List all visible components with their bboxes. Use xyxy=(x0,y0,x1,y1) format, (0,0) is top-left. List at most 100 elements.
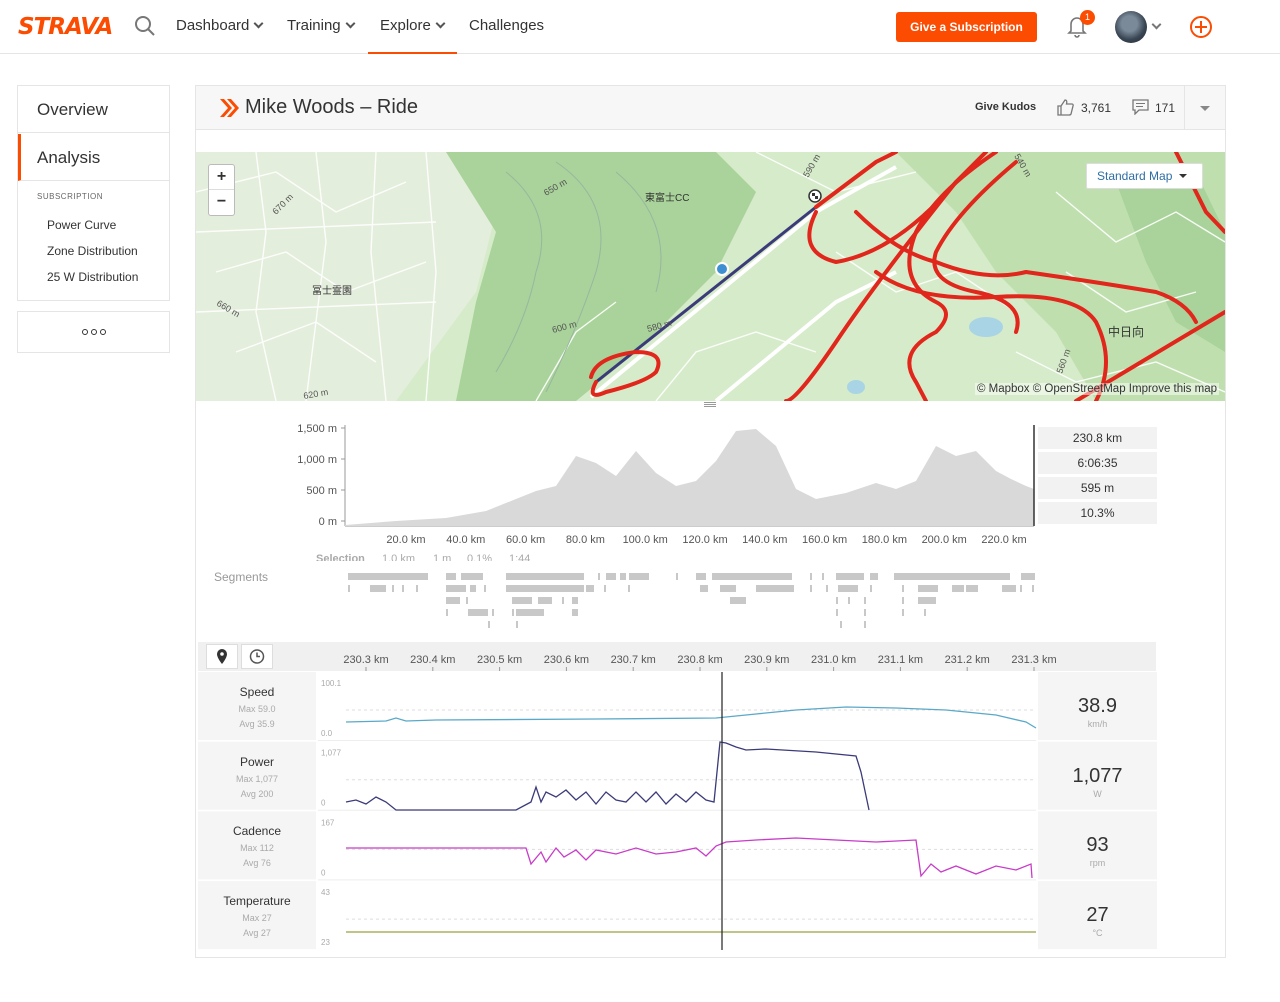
segment-bar[interactable] xyxy=(416,585,418,592)
segment-bar[interactable] xyxy=(810,573,812,580)
segment-bar[interactable] xyxy=(728,585,736,592)
segment-bar[interactable] xyxy=(572,597,578,604)
link-power-curve[interactable]: Power Curve xyxy=(47,218,117,232)
segment-bar[interactable] xyxy=(700,585,708,592)
segment-bar[interactable] xyxy=(924,609,926,616)
segment-bar[interactable] xyxy=(966,585,978,592)
avatar[interactable] xyxy=(1115,11,1147,43)
segment-bar[interactable] xyxy=(484,585,486,592)
segment-bar[interactable] xyxy=(446,573,456,580)
segment-bar[interactable] xyxy=(902,597,904,604)
segment-bar[interactable] xyxy=(562,597,564,604)
segment-bar[interactable] xyxy=(836,573,864,580)
segment-bar[interactable] xyxy=(604,585,606,592)
segment-bar[interactable] xyxy=(492,609,494,616)
segment-bar[interactable] xyxy=(712,573,792,580)
segment-bar[interactable] xyxy=(864,597,866,604)
segment-bar[interactable] xyxy=(730,597,746,604)
segment-bar[interactable] xyxy=(826,585,828,592)
segment-bar[interactable] xyxy=(370,585,386,592)
segment-bar[interactable] xyxy=(696,573,706,580)
segment-bar[interactable] xyxy=(606,573,616,580)
segment-bar[interactable] xyxy=(512,597,532,604)
segment-bar[interactable] xyxy=(838,585,858,592)
segment-bar[interactable] xyxy=(902,585,904,592)
segment-bar[interactable] xyxy=(348,573,428,580)
give-kudos-button[interactable]: Give Kudos xyxy=(975,101,1037,113)
segment-bar[interactable] xyxy=(902,609,904,616)
bell-icon[interactable] xyxy=(1066,14,1088,38)
segment-bar[interactable] xyxy=(392,585,394,592)
segment-bar[interactable] xyxy=(446,597,460,604)
more-options-button[interactable] xyxy=(17,311,170,353)
segment-bar[interactable] xyxy=(848,597,850,604)
segment-bar[interactable] xyxy=(1032,585,1034,592)
segment-bar[interactable] xyxy=(516,621,518,628)
distance-mode-button[interactable] xyxy=(206,644,238,669)
time-mode-button[interactable] xyxy=(241,644,273,669)
segment-bar[interactable] xyxy=(506,585,584,592)
elevation-chart[interactable]: 1,500 m 1,000 m 500 m 0 m 20.0 km 40.0 km 60.… xyxy=(196,411,1225,561)
segment-bar[interactable] xyxy=(620,573,626,580)
segment-bar[interactable] xyxy=(468,609,488,616)
search-icon[interactable] xyxy=(134,15,156,37)
segment-bar[interactable] xyxy=(402,585,404,592)
segment-bar[interactable] xyxy=(870,585,872,592)
segment-bar[interactable] xyxy=(488,621,490,628)
segment-bar[interactable] xyxy=(864,609,866,616)
segment-bar[interactable] xyxy=(538,597,552,604)
segment-bar[interactable] xyxy=(1002,585,1016,592)
segment-bar[interactable] xyxy=(470,585,476,592)
segment-bar[interactable] xyxy=(952,585,964,592)
segment-bar[interactable] xyxy=(720,585,728,592)
segment-bar[interactable] xyxy=(918,597,936,604)
segment-bar[interactable] xyxy=(446,609,448,616)
strava-logo[interactable]: STRAVA xyxy=(18,14,113,40)
link-25w-distribution[interactable]: 25 W Distribution xyxy=(47,270,139,284)
segment-bar[interactable] xyxy=(756,585,794,592)
segment-bar[interactable] xyxy=(840,621,842,628)
segment-bar[interactable] xyxy=(870,573,878,580)
segment-bar[interactable] xyxy=(598,573,600,580)
segment-bar[interactable] xyxy=(348,585,350,592)
analysis-charts[interactable]: 230.3 km 230.4 km 230.5 km 230.6 km 230.7 km… xyxy=(196,642,1225,952)
tab-overview[interactable]: Overview xyxy=(18,86,169,133)
segment-bar[interactable] xyxy=(1021,573,1035,580)
zoom-out-button[interactable]: − xyxy=(216,193,227,210)
add-activity-icon[interactable] xyxy=(1190,16,1212,38)
segment-bar[interactable] xyxy=(516,609,544,616)
segment-bar[interactable] xyxy=(512,609,514,616)
chevron-down-icon[interactable] xyxy=(1151,19,1162,30)
segment-bar[interactable] xyxy=(836,597,838,604)
segment-bar[interactable] xyxy=(586,585,594,592)
map-resize-handle[interactable] xyxy=(704,402,716,407)
segment-bar[interactable] xyxy=(461,573,483,580)
tab-analysis[interactable]: Analysis xyxy=(18,134,169,181)
map-attribution[interactable]: © Mapbox © OpenStreetMap Improve this ma… xyxy=(974,383,1219,395)
route-map[interactable]: 東富士CC 冨士霊園 中日向 670 m 650 m 590 m 540 m 6… xyxy=(196,152,1225,401)
segment-bar[interactable] xyxy=(628,585,630,592)
nav-challenges[interactable]: Challenges xyxy=(469,17,545,34)
segment-bar[interactable] xyxy=(918,585,938,592)
segment-bar[interactable] xyxy=(676,573,678,580)
segment-bar[interactable] xyxy=(446,585,466,592)
segment-bar[interactable] xyxy=(572,609,578,616)
nav-dashboard[interactable]: Dashboard xyxy=(176,17,264,34)
segment-bar[interactable] xyxy=(466,597,468,604)
segment-bar[interactable] xyxy=(810,585,812,592)
thumbs-up-icon[interactable] xyxy=(1056,98,1075,117)
give-subscription-button[interactable]: Give a Subscription xyxy=(896,12,1037,42)
actions-dropdown-icon[interactable] xyxy=(1200,106,1210,111)
segment-bar[interactable] xyxy=(894,573,1010,580)
segment-bar[interactable] xyxy=(822,573,824,580)
kudos-count[interactable]: 3,761 xyxy=(1081,101,1112,115)
comment-icon[interactable] xyxy=(1132,99,1149,115)
segment-bar[interactable] xyxy=(629,573,649,580)
comment-count[interactable]: 171 xyxy=(1155,101,1176,115)
segment-bar[interactable] xyxy=(836,609,838,616)
segment-bar[interactable] xyxy=(506,573,584,580)
nav-training[interactable]: Training xyxy=(287,17,356,34)
zoom-in-button[interactable]: + xyxy=(209,165,234,190)
segments-track[interactable] xyxy=(196,570,1225,630)
link-zone-distribution[interactable]: Zone Distribution xyxy=(47,244,138,258)
